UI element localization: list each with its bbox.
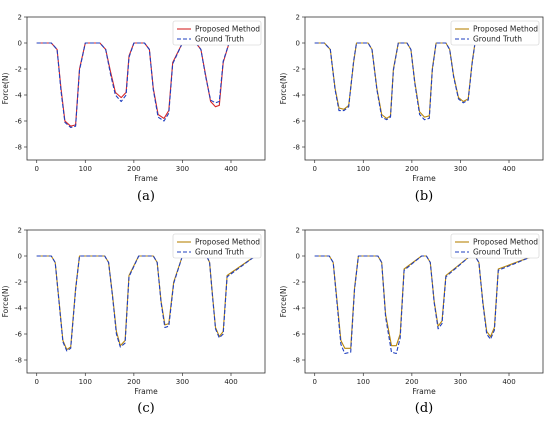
x-tick-label: 400: [224, 378, 237, 386]
x-tick-label: 400: [224, 165, 237, 173]
x-tick-label: 200: [127, 378, 140, 386]
x-tick-label: 100: [79, 378, 92, 386]
y-tick-label: 0: [296, 253, 300, 261]
legend-label: Ground Truth: [473, 248, 522, 257]
x-tick-label: 300: [176, 165, 189, 173]
y-axis-label: Force(N): [1, 73, 10, 105]
y-tick-label: -2: [15, 66, 22, 74]
y-tick-label: -4: [293, 92, 301, 100]
x-tick-label: 200: [127, 165, 140, 173]
x-tick-label: 0: [34, 165, 38, 173]
x-tick-label: 0: [312, 378, 316, 386]
x-tick-label: 0: [34, 378, 38, 386]
legend-label: Ground Truth: [195, 248, 244, 257]
x-tick-label: 400: [502, 165, 515, 173]
y-tick-label: -8: [15, 357, 22, 365]
x-tick-label: 0: [312, 165, 316, 173]
y-tick-label: 2: [18, 14, 22, 22]
legend-box: [172, 233, 262, 259]
y-axis-label: Force(N): [279, 73, 288, 105]
y-tick-label: -6: [15, 118, 23, 126]
y-tick-label: -6: [15, 331, 23, 339]
legend-box: [450, 233, 540, 259]
y-tick-label: -6: [293, 331, 301, 339]
legend-label: Proposed Method: [195, 238, 260, 247]
y-tick-label: -2: [15, 279, 22, 287]
y-tick-label: -4: [15, 305, 23, 313]
panel-caption: (c): [137, 401, 154, 416]
series-line-ground-truth: [36, 42, 256, 129]
legend-box: [172, 20, 262, 46]
y-tick-label: -8: [293, 357, 300, 365]
panel-caption: (d): [415, 401, 433, 416]
y-axis-label: Force(N): [279, 286, 288, 318]
x-tick-label: 300: [176, 378, 189, 386]
y-tick-label: 0: [18, 253, 22, 261]
y-tick-label: -8: [15, 144, 22, 152]
x-tick-label: 200: [405, 378, 418, 386]
y-tick-label: -4: [15, 92, 23, 100]
x-tick-label: 100: [357, 165, 370, 173]
y-tick-label: -2: [293, 279, 300, 287]
x-axis-label: Frame: [134, 387, 158, 396]
x-tick-label: 100: [357, 378, 370, 386]
x-axis-label: Frame: [412, 174, 436, 183]
chart-panel-1: 2 0 -2 -4 -6 -8 0 100 200 300 400 Frame Force(N) Prop…: [279, 14, 544, 204]
legend-box: [450, 20, 540, 46]
y-tick-label: 2: [296, 14, 300, 22]
y-tick-label: -4: [293, 305, 301, 313]
x-axis-label: Frame: [134, 174, 158, 183]
x-axis-label: Frame: [412, 387, 436, 396]
x-tick-label: 300: [454, 165, 467, 173]
panel-caption: (a): [137, 189, 155, 204]
y-tick-label: -6: [293, 118, 301, 126]
y-tick-label: 2: [18, 227, 22, 235]
x-tick-label: 300: [454, 378, 467, 386]
x-tick-label: 400: [502, 378, 515, 386]
series-line-ground-truth: [314, 42, 534, 121]
y-tick-label: 0: [296, 40, 300, 48]
legend-label: Ground Truth: [473, 35, 522, 44]
legend-label: Proposed Method: [473, 25, 538, 34]
y-tick-label: -2: [293, 66, 300, 74]
legend-label: Proposed Method: [473, 238, 538, 247]
legend-label: Ground Truth: [195, 35, 244, 44]
x-tick-label: 200: [405, 165, 418, 173]
y-tick-label: -8: [293, 144, 300, 152]
y-axis-label: Force(N): [1, 286, 10, 318]
y-tick-label: 2: [296, 227, 300, 235]
chart-panel-3: 2 0 -2 -4 -6 -8 0 100 200 300 400 Frame Force(N) Prop…: [279, 227, 544, 416]
x-tick-label: 100: [79, 165, 92, 173]
panel-caption: (b): [415, 189, 433, 204]
series-line-ground-truth: [314, 255, 534, 355]
chart-panel-2: 2 0 -2 -4 -6 -8 0 100 200 300 400 Frame Force(N) Prop…: [1, 227, 266, 416]
legend-label: Proposed Method: [195, 25, 260, 34]
y-tick-label: 0: [18, 40, 22, 48]
chart-panel-0: 2 0 -2 -4 -6 -8 0 100 200 300 400 Frame Force(N) Prop…: [1, 14, 266, 204]
